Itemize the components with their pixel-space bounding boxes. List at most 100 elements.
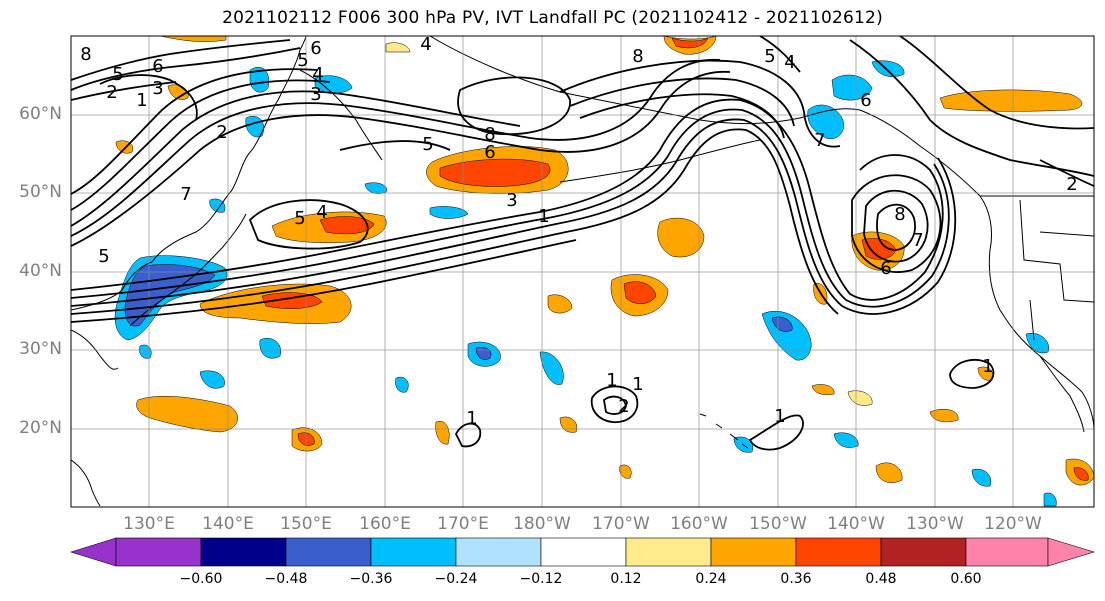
lon-label: 130°W (906, 514, 964, 534)
coast-baja (1039, 355, 1085, 433)
lon-label: 160°E (359, 514, 411, 534)
anomaly-pos-5 (657, 217, 705, 258)
contour-kam-loop (248, 199, 369, 250)
contour-north-4 (71, 79, 331, 211)
contour-label: 1 (982, 356, 993, 377)
contour-east-2 (569, 77, 795, 127)
contour-label: 4 (420, 34, 431, 55)
colorbar-bin (710, 537, 797, 567)
anomaly-neg-20 (139, 344, 152, 359)
colorbar-bin (795, 537, 882, 567)
anomaly-neg-12 (833, 432, 859, 448)
coast-aleutians (559, 139, 761, 183)
contour-label: 2 (618, 396, 629, 417)
contour-label: 1 (136, 90, 147, 111)
anomaly-neg-4 (364, 182, 388, 194)
lon-label: 180°W (513, 514, 571, 534)
contour-label: 6 (860, 90, 871, 111)
contour-label: 5 (764, 46, 775, 67)
contour-label: 7 (180, 184, 191, 205)
anomaly-neg-14 (831, 74, 873, 101)
contour-label: 3 (506, 190, 517, 211)
lon-label: 140°E (202, 514, 254, 534)
anomaly-pos-11 (159, 36, 227, 42)
anomaly-neg-16 (1025, 332, 1050, 354)
contour-label: 6 (880, 258, 891, 279)
contour-label: 8 (80, 44, 91, 65)
anomaly-neg-1 (249, 66, 270, 93)
contour-label: 1 (466, 408, 477, 429)
coast-korea (71, 329, 119, 370)
contour-label: 3 (152, 78, 163, 99)
contour-label: 1 (606, 370, 617, 391)
colorbar-bin (370, 537, 457, 567)
contour-ne-1 (849, 39, 1094, 177)
contour-small-3 (454, 422, 482, 448)
contour-label: 3 (310, 84, 321, 105)
contour-label: 2 (216, 122, 227, 143)
anomaly-pos-10 (547, 294, 573, 314)
contour-low-2 (863, 189, 929, 263)
colorbar-extend-low (69, 537, 117, 567)
colorbar-tick-label: 0.24 (695, 571, 727, 587)
colorbar-bin (285, 537, 372, 567)
contour-north-2 (71, 58, 721, 237)
colorbar-tick-label: 0.48 (865, 571, 897, 587)
contour-label: 8 (894, 204, 905, 225)
contour-north-5 (71, 68, 319, 195)
anomaly-neg-19 (1043, 492, 1057, 507)
coast-namerica (859, 109, 1094, 431)
anomaly-neg-5 (429, 206, 469, 219)
colorbar-bin (965, 537, 1049, 567)
colorbar-tick-label: −0.12 (519, 571, 563, 587)
contour-small-2 (603, 395, 627, 415)
anomaly-neg-3 (314, 75, 353, 94)
plot-title: 2021102112 F006 300 hPa PV, IVT Landfall… (222, 8, 883, 28)
colorbar-extend-high (1047, 537, 1096, 567)
contour-label: 8 (632, 46, 643, 67)
coast-hawaii (699, 413, 749, 449)
contour-label: 5 (294, 208, 305, 229)
contour-east-3 (579, 93, 785, 139)
colorbar-tick-label: −0.60 (179, 571, 223, 587)
contour-label: 7 (912, 230, 923, 251)
anomaly-pos-19 (929, 409, 959, 423)
contour-label: 1 (774, 406, 785, 427)
lon-label: 170°W (592, 514, 650, 534)
anomaly-neg-9 (539, 351, 564, 385)
anomaly-pos-8 (136, 396, 238, 433)
anomaly-pos-7 (939, 89, 1083, 112)
contour-jet-4 (71, 128, 839, 315)
contour-bering (339, 140, 451, 151)
map-background (71, 36, 1094, 507)
anomaly-neg-15 (871, 60, 905, 77)
anomaly-neg-17 (971, 468, 992, 487)
contour-label: 2 (106, 82, 117, 103)
contour-label: 7 (814, 130, 825, 151)
colorbar (69, 537, 1096, 567)
colorbar-bin (200, 537, 287, 567)
colorbar-bin (880, 537, 967, 567)
contour-label: 2 (1066, 174, 1077, 195)
anomaly-pos-25 (619, 464, 632, 479)
pv-contours (71, 36, 1094, 451)
contour-top-3 (71, 81, 177, 101)
coast-asia (71, 36, 307, 311)
anomaly-pos-22 (847, 390, 873, 406)
map-frame (70, 35, 1095, 508)
contour-small-4 (748, 414, 804, 451)
contour-label: 4 (312, 64, 323, 85)
lat-label: 40°N (19, 261, 62, 281)
colorbar-tick-label: 0.36 (780, 571, 812, 587)
anomaly-pos-14 (435, 420, 450, 445)
anomaly-neg-7 (199, 370, 225, 389)
lon-label: 150°W (749, 514, 807, 534)
contour-labels: 8 5 6 3 1 2 6 5 4 3 8 6 5 5 4 3 1 8 5 4 … (80, 34, 1077, 429)
colorbar-bin (540, 537, 627, 567)
lat-label: 60°N (19, 104, 62, 124)
contour-small-5 (949, 359, 995, 389)
border-states (1019, 199, 1094, 341)
contour-jet-2 (71, 108, 950, 308)
contour-alaska-loop (457, 76, 571, 136)
